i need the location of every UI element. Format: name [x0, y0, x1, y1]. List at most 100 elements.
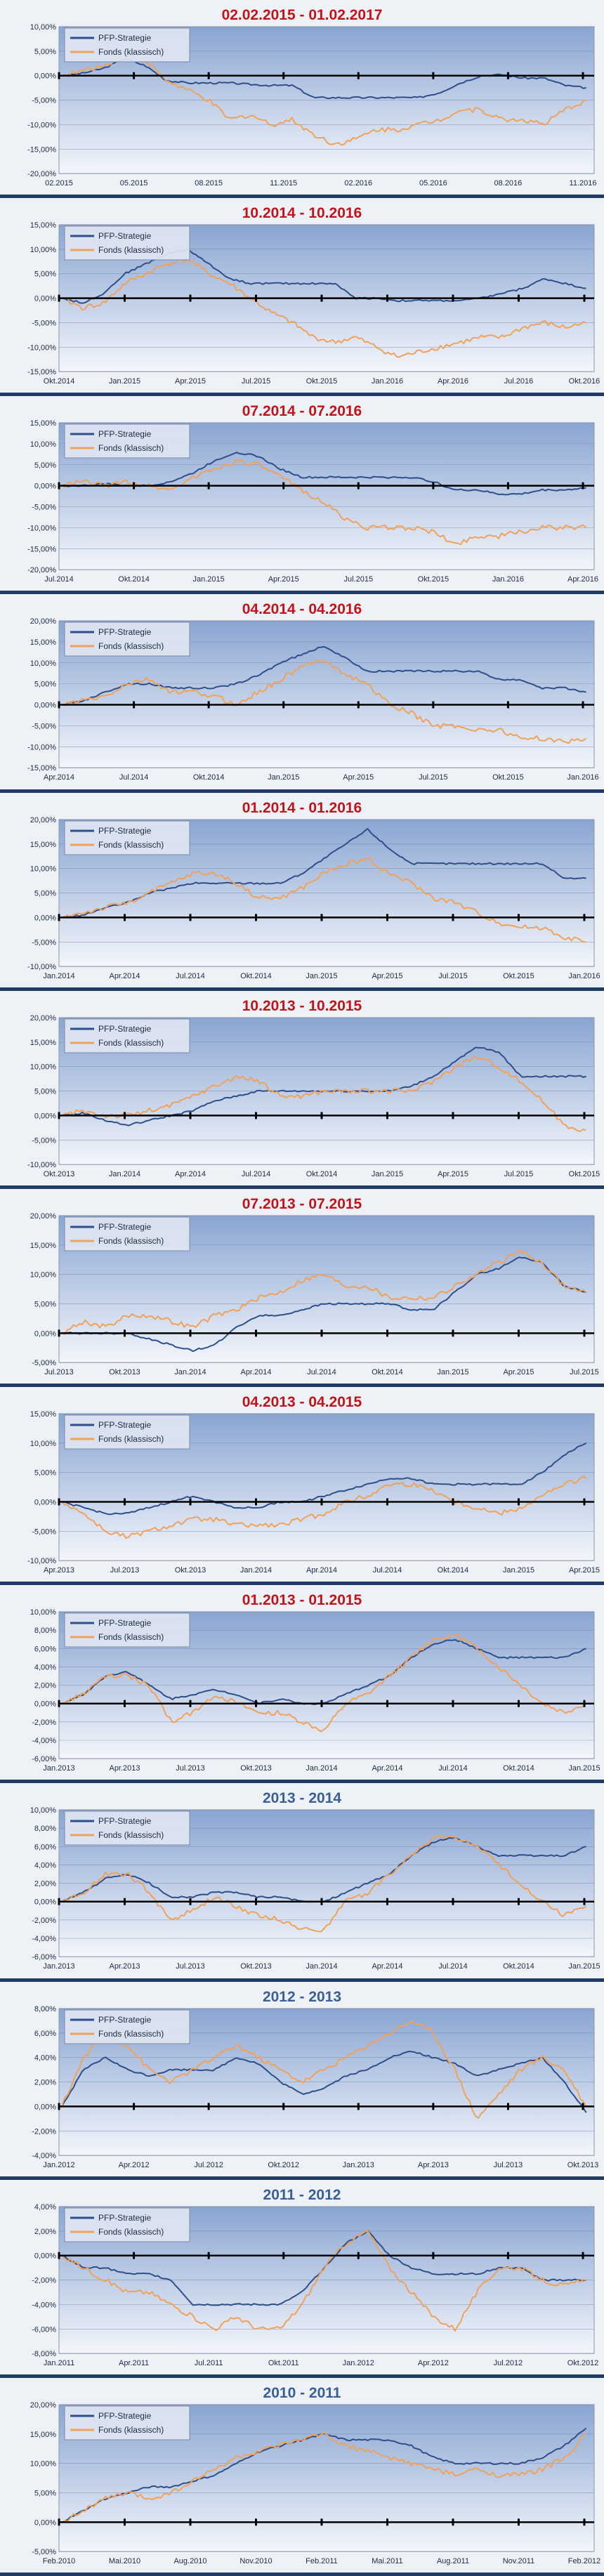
x-tick-label: Jan.2015: [193, 575, 225, 584]
x-tick-label: Apr.2015: [569, 1566, 600, 1575]
x-tick-label: Apr.2014: [306, 1566, 337, 1575]
y-tick-label: 6,00%: [34, 1645, 56, 1654]
line-chart: 4,00%2,00%0,00%-2,00%-4,00%-6,00%-8,00%J…: [32, 2203, 598, 2367]
x-tick-label: Jan.2013: [343, 2161, 374, 2169]
x-tick-label: Jul.2013: [176, 1963, 205, 1971]
y-tick-label: 0,00%: [34, 914, 56, 922]
y-tick-label: 8,00%: [34, 1627, 56, 1635]
x-tick-label: Apr.2015: [503, 1368, 534, 1376]
y-tick-label: -10,00%: [27, 343, 56, 352]
y-tick-label: 0,00%: [34, 2518, 56, 2527]
chart-panel: 2011 - 2012 4,00% 2,00% 0,00% -2,00% -4,00% -6…: [0, 2179, 604, 2378]
y-tick-label: -10,00%: [27, 1161, 56, 1169]
y-tick-label: 0,00%: [34, 702, 56, 710]
x-tick-label: Jul.2014: [176, 972, 205, 980]
series-line-strategy: [61, 1442, 587, 1516]
series-line-strategy: [61, 248, 586, 304]
y-tick-label: 4,00%: [34, 1862, 56, 1870]
x-tick-label: Jul.2014: [44, 575, 74, 584]
legend-label-fund: Fonds (klassisch): [98, 1236, 164, 1246]
y-tick-label: -15,00%: [27, 765, 56, 773]
y-tick-label: 0,00%: [34, 1700, 56, 1709]
y-tick-label: -15,00%: [27, 145, 56, 154]
x-tick-label: Jan.2016: [567, 774, 598, 782]
y-tick-label: -15,00%: [27, 546, 56, 554]
legend-label-fund: Fonds (klassisch): [98, 443, 164, 453]
chart-panel: 04.2013 - 04.2015 15,00% 10,00% 5,00% 0,00% -…: [0, 1387, 604, 1586]
x-tick-label: Jan.2015: [503, 1566, 534, 1575]
x-tick-label: Jan.2016: [492, 575, 524, 584]
y-tick-label: -2,00%: [32, 2127, 56, 2136]
y-tick-label: -20,00%: [27, 170, 56, 178]
legend: [64, 27, 190, 63]
chart-panel: 04.2014 - 04.2016 20,00% 15,00% 10,00% 5,00%…: [0, 594, 604, 793]
legend-label-strategy: PFP-Strategie: [98, 1420, 152, 1430]
x-tick-label: Jul.2014: [307, 1368, 336, 1376]
y-tick-label: 2,00%: [34, 2078, 56, 2087]
x-tick-label: Okt.2013: [240, 1963, 272, 1971]
chart-title: 07.2013 - 07.2015: [242, 1195, 362, 1212]
y-tick-label: 5,00%: [34, 889, 56, 898]
x-tick-label: Apr.2015: [372, 972, 402, 980]
line-chart: 20,00% 15,00% 10,00% 5,00% 0,00% -5,00% -10,00…: [27, 617, 599, 782]
y-tick-label: 5,00%: [34, 270, 56, 279]
x-tick-label: Okt.2012: [268, 2161, 299, 2169]
x-tick-label: Apr.2014: [110, 972, 140, 980]
chart-panel: 2013 - 2014 10,00% 8,00% 6,00% 4,00% 2,00% 0,0…: [0, 1783, 604, 1982]
y-tick-label: 10,00%: [30, 1806, 56, 1815]
x-tick-label: Jul.2014: [119, 774, 149, 782]
x-tick-label: Jul.2013: [176, 1764, 205, 1773]
x-tick-label: Apr.2015: [343, 774, 374, 782]
x-tick-label: Okt.2014: [118, 575, 150, 584]
legend-label-fund: Fonds (klassisch): [98, 840, 164, 850]
x-tick-label: Apr.2014: [241, 1368, 272, 1376]
x-tick-label: Apr.2016: [567, 575, 598, 584]
series-line-fund: [61, 2431, 586, 2523]
y-tick-label: -15,00%: [27, 368, 56, 376]
y-tick-label: 20,00%: [30, 816, 56, 824]
y-tick-label: -5,00%: [32, 320, 56, 328]
y-tick-label: 20,00%: [30, 1212, 56, 1221]
x-tick-label: Okt.2013: [567, 2161, 599, 2169]
x-tick-label: Okt.2014: [44, 377, 75, 386]
x-tick-label: Jan.2015: [268, 774, 299, 782]
y-tick-label: -2,00%: [32, 1917, 56, 1925]
y-tick-label: 8,00%: [34, 1825, 56, 1834]
x-tick-label: Jul.2014: [438, 1963, 468, 1971]
x-tick-label: Okt.2014: [438, 1566, 469, 1575]
x-tick-label: Apr.2015: [268, 575, 299, 584]
chart-title: 10.2014 - 10.2016: [242, 205, 362, 222]
chart-panel: 10.2013 - 10.2015 20,00% 15,00% 10,00% 5,00%…: [0, 990, 604, 1189]
x-tick-label: Apr.2011: [119, 2359, 149, 2367]
line-chart: 20,00% 15,00% 10,00% 5,00% 0,00% -5,00% -10,00…: [27, 816, 600, 980]
legend: [64, 2009, 190, 2044]
series-line-strategy: [61, 827, 586, 919]
y-tick-label: 10,00%: [30, 1440, 56, 1448]
legend: [64, 2405, 190, 2440]
y-tick-label: -4,00%: [32, 1935, 56, 1943]
legend-label-fund: Fonds (klassisch): [98, 1038, 164, 1048]
y-tick-label: 10,00%: [30, 2459, 56, 2468]
x-tick-label: Jul.2013: [110, 1566, 140, 1575]
y-tick-label: -2,00%: [32, 1719, 56, 1727]
y-tick-label: -10,00%: [27, 744, 56, 752]
x-tick-label: Okt.2011: [268, 2359, 299, 2367]
x-tick-label: 11.2016: [570, 179, 597, 188]
y-tick-label: 15,00%: [30, 638, 56, 647]
chart-panel: 2012 - 2013 8,00% 6,00% 4,00% 2,00% 0,00% -2,0…: [0, 1981, 604, 2180]
x-tick-label: Jan.2014: [43, 972, 74, 980]
y-tick-label: 5,00%: [34, 1300, 56, 1308]
x-tick-label: Jan.2014: [306, 1963, 337, 1971]
chart-panel: 02.02.2015 - 01.02.2017 10,00% 5,00% 0,00% -…: [0, 0, 604, 199]
line-chart: 15,00% 10,00% 5,00% 0,00% -5,00% -10,00% -15,0…: [27, 419, 598, 584]
y-tick-label: 20,00%: [30, 617, 56, 626]
y-tick-label: 0,00%: [34, 1112, 56, 1120]
legend-label-strategy: PFP-Strategie: [98, 2411, 152, 2421]
x-tick-label: Apr.2015: [438, 1170, 468, 1178]
y-tick-label: -6,00%: [32, 1755, 56, 1763]
x-tick-label: Jul.2014: [438, 1764, 468, 1773]
y-tick-label: 15,00%: [30, 2431, 56, 2439]
x-tick-label: Feb.2011: [306, 2557, 338, 2565]
y-tick-label: 15,00%: [30, 419, 56, 428]
y-tick-label: -5,00%: [32, 938, 56, 947]
